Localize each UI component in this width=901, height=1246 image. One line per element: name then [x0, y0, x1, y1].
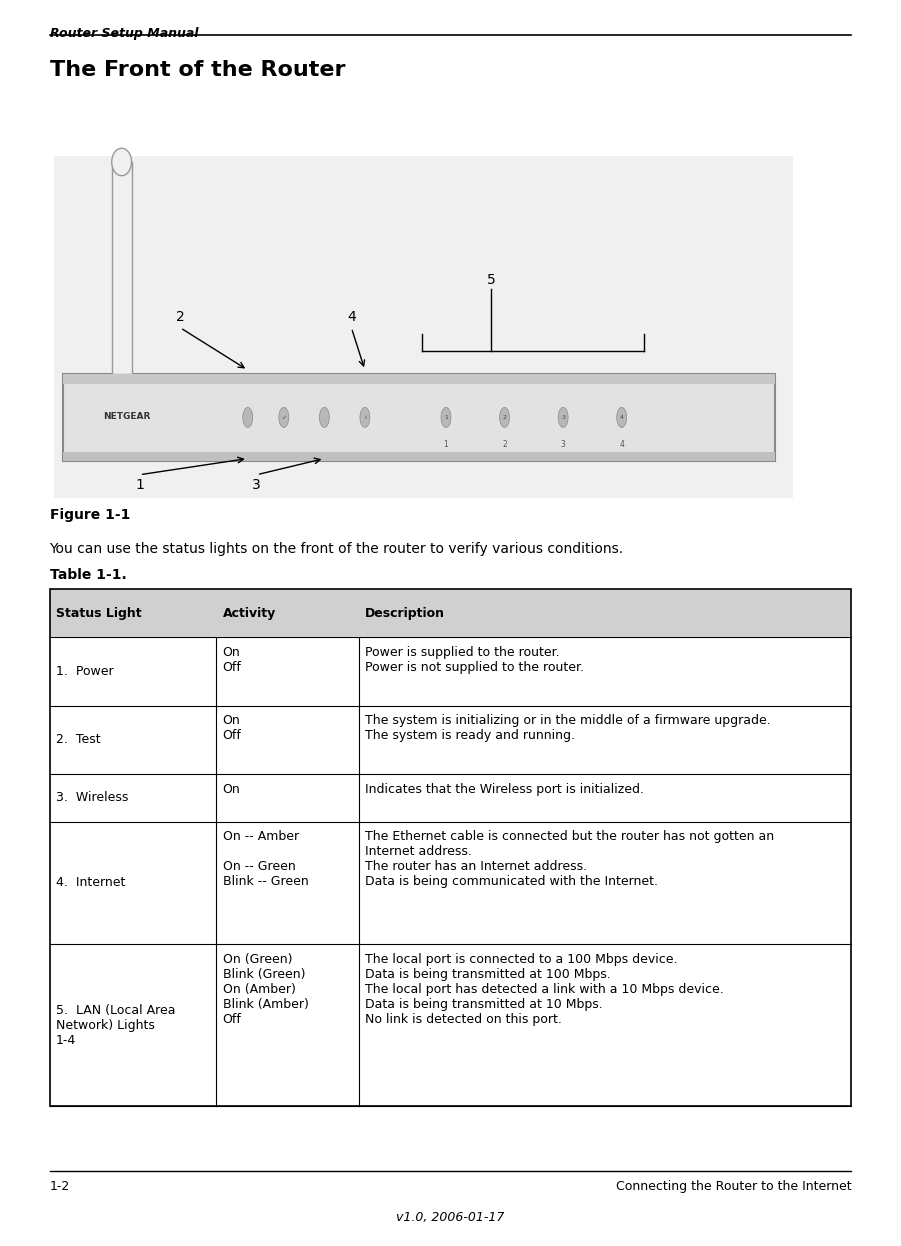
- Text: 1: 1: [135, 478, 144, 492]
- Text: 4.  Internet: 4. Internet: [56, 876, 125, 890]
- Text: 5: 5: [487, 273, 496, 287]
- Text: 5.  LAN (Local Area
Network) Lights
1-4: 5. LAN (Local Area Network) Lights 1-4: [56, 1004, 176, 1047]
- Ellipse shape: [320, 407, 330, 427]
- Text: Figure 1-1: Figure 1-1: [50, 508, 130, 522]
- Bar: [50, 589, 851, 637]
- Ellipse shape: [112, 148, 132, 176]
- Ellipse shape: [616, 407, 627, 427]
- Text: On (Green)
Blink (Green)
On (Amber)
Blink (Amber)
Off: On (Green) Blink (Green) On (Amber) Blin…: [223, 953, 308, 1025]
- Ellipse shape: [243, 407, 252, 427]
- Text: 3: 3: [252, 478, 261, 492]
- Text: Activity: Activity: [223, 607, 276, 619]
- Text: 1-2: 1-2: [50, 1180, 69, 1192]
- Text: 4: 4: [347, 310, 356, 324]
- Text: ✓: ✓: [281, 415, 287, 420]
- Text: 1: 1: [443, 440, 449, 450]
- Text: On: On: [223, 782, 241, 796]
- Text: 3.  Wireless: 3. Wireless: [56, 791, 128, 805]
- Text: On
Off: On Off: [223, 645, 241, 674]
- Text: Status Light: Status Light: [56, 607, 141, 619]
- Text: Table 1-1.: Table 1-1.: [50, 568, 126, 582]
- Text: The system is initializing or in the middle of a firmware upgrade.
The system is: The system is initializing or in the mid…: [365, 714, 770, 743]
- Text: On
Off: On Off: [223, 714, 241, 743]
- Text: Indicates that the Wireless port is initialized.: Indicates that the Wireless port is init…: [365, 782, 644, 796]
- Bar: [63, 374, 775, 461]
- Text: On -- Amber

On -- Green
Blink -- Green: On -- Amber On -- Green Blink -- Green: [223, 830, 308, 888]
- Text: 1.  Power: 1. Power: [56, 664, 114, 678]
- Text: 1: 1: [444, 415, 448, 420]
- Text: 4: 4: [619, 440, 624, 450]
- Text: 2: 2: [176, 310, 185, 324]
- Text: Description: Description: [365, 607, 445, 619]
- Text: Router Setup Manual: Router Setup Manual: [50, 27, 198, 40]
- Bar: [63, 374, 775, 384]
- Ellipse shape: [441, 407, 450, 427]
- Text: The Front of the Router: The Front of the Router: [50, 60, 345, 80]
- Text: The local port is connected to a 100 Mbps device.
Data is being transmitted at 1: The local port is connected to a 100 Mbp…: [365, 953, 724, 1025]
- Text: NETGEAR: NETGEAR: [104, 411, 151, 421]
- Text: Power is supplied to the router.
Power is not supplied to the router.: Power is supplied to the router. Power i…: [365, 645, 584, 674]
- Text: 2: 2: [502, 440, 507, 450]
- Ellipse shape: [558, 407, 569, 427]
- Text: You can use the status lights on the front of the router to verify various condi: You can use the status lights on the fro…: [50, 542, 623, 556]
- Text: The Ethernet cable is connected but the router has not gotten an
Internet addres: The Ethernet cable is connected but the …: [365, 830, 774, 888]
- Bar: [50, 589, 851, 1106]
- Bar: [112, 162, 132, 374]
- Ellipse shape: [279, 407, 288, 427]
- Ellipse shape: [500, 407, 510, 427]
- Text: v1.0, 2006-01-17: v1.0, 2006-01-17: [396, 1211, 505, 1224]
- Ellipse shape: [360, 407, 370, 427]
- Text: 4: 4: [620, 415, 623, 420]
- Bar: [54, 156, 793, 498]
- Text: 3: 3: [560, 440, 566, 450]
- Text: Connecting the Router to the Internet: Connecting the Router to the Internet: [615, 1180, 851, 1192]
- Text: 3: 3: [561, 415, 565, 420]
- Text: i: i: [364, 415, 366, 420]
- Text: 2.  Test: 2. Test: [56, 734, 101, 746]
- Bar: [63, 452, 775, 461]
- Text: 2: 2: [503, 415, 506, 420]
